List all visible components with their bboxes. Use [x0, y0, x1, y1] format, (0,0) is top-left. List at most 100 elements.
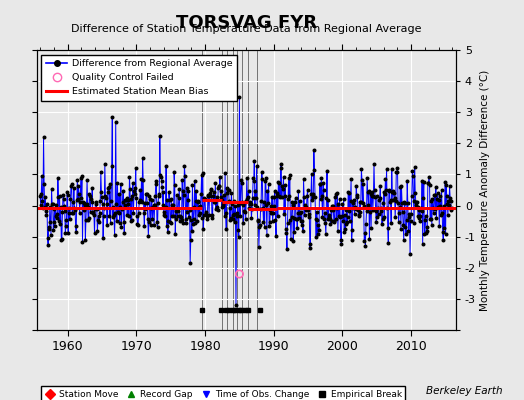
Point — [233, 213, 242, 219]
Point — [248, 195, 257, 201]
Point — [292, 216, 300, 223]
Point — [91, 206, 99, 212]
Point — [100, 204, 108, 211]
Point — [400, 198, 409, 205]
Point — [402, 217, 411, 223]
Point — [222, 226, 231, 232]
Point — [240, 208, 248, 214]
Point — [347, 237, 356, 244]
Point — [163, 197, 171, 203]
Point — [422, 230, 430, 236]
Point — [286, 172, 294, 178]
Point — [316, 196, 325, 202]
Point — [76, 198, 84, 205]
Point — [46, 204, 54, 210]
Point — [415, 207, 423, 213]
Point — [344, 188, 353, 195]
Point — [53, 174, 62, 181]
Point — [120, 230, 128, 236]
Point — [419, 195, 428, 202]
Point — [308, 197, 316, 204]
Point — [168, 213, 176, 219]
Point — [429, 204, 437, 211]
Point — [333, 205, 341, 211]
Point — [38, 173, 46, 179]
Point — [39, 134, 48, 140]
Point — [442, 182, 450, 188]
Point — [292, 215, 301, 222]
Point — [303, 193, 311, 200]
Point — [336, 237, 345, 243]
Point — [180, 192, 188, 198]
Point — [285, 193, 293, 199]
Point — [419, 241, 427, 247]
Point — [191, 220, 200, 226]
Point — [360, 238, 368, 244]
Point — [389, 188, 398, 194]
Point — [441, 231, 450, 238]
Point — [82, 200, 91, 207]
Point — [370, 187, 379, 193]
Point — [323, 167, 331, 174]
Point — [188, 228, 196, 235]
Point — [413, 204, 422, 210]
Point — [213, 206, 222, 213]
Point — [250, 158, 258, 164]
Point — [248, 206, 256, 212]
Point — [363, 208, 371, 214]
Point — [367, 224, 375, 231]
Point — [37, 191, 46, 198]
Point — [307, 190, 315, 197]
Point — [84, 215, 93, 222]
Point — [98, 194, 106, 200]
Point — [126, 218, 135, 224]
Point — [438, 187, 446, 194]
Point — [289, 238, 298, 244]
Point — [378, 221, 386, 227]
Point — [229, 212, 237, 218]
Point — [51, 223, 59, 230]
Point — [254, 217, 263, 224]
Point — [45, 224, 53, 230]
Point — [407, 218, 415, 224]
Point — [129, 180, 137, 186]
Point — [197, 191, 205, 198]
Point — [170, 169, 178, 175]
Point — [403, 178, 411, 184]
Point — [75, 190, 83, 197]
Point — [308, 170, 316, 177]
Point — [84, 216, 92, 223]
Point — [363, 175, 372, 182]
Point — [235, 234, 243, 240]
Point — [202, 208, 210, 215]
Point — [398, 199, 406, 206]
Point — [236, 212, 244, 219]
Point — [260, 224, 269, 230]
Point — [112, 200, 121, 207]
Point — [272, 233, 280, 240]
Point — [267, 203, 275, 210]
Point — [277, 164, 285, 171]
Point — [354, 207, 362, 213]
Point — [379, 188, 388, 195]
Point — [95, 210, 104, 216]
Point — [105, 184, 113, 190]
Point — [364, 188, 372, 195]
Point — [149, 202, 158, 208]
Point — [431, 205, 440, 212]
Point — [352, 183, 361, 190]
Point — [117, 180, 125, 187]
Point — [223, 185, 232, 191]
Point — [421, 217, 429, 223]
Point — [249, 175, 257, 182]
Point — [122, 196, 130, 203]
Point — [220, 213, 228, 220]
Point — [203, 213, 211, 219]
Point — [63, 188, 71, 195]
Point — [194, 211, 203, 218]
Point — [281, 226, 290, 233]
Point — [356, 208, 364, 215]
Point — [279, 186, 287, 192]
Point — [111, 210, 119, 216]
Point — [216, 194, 225, 200]
